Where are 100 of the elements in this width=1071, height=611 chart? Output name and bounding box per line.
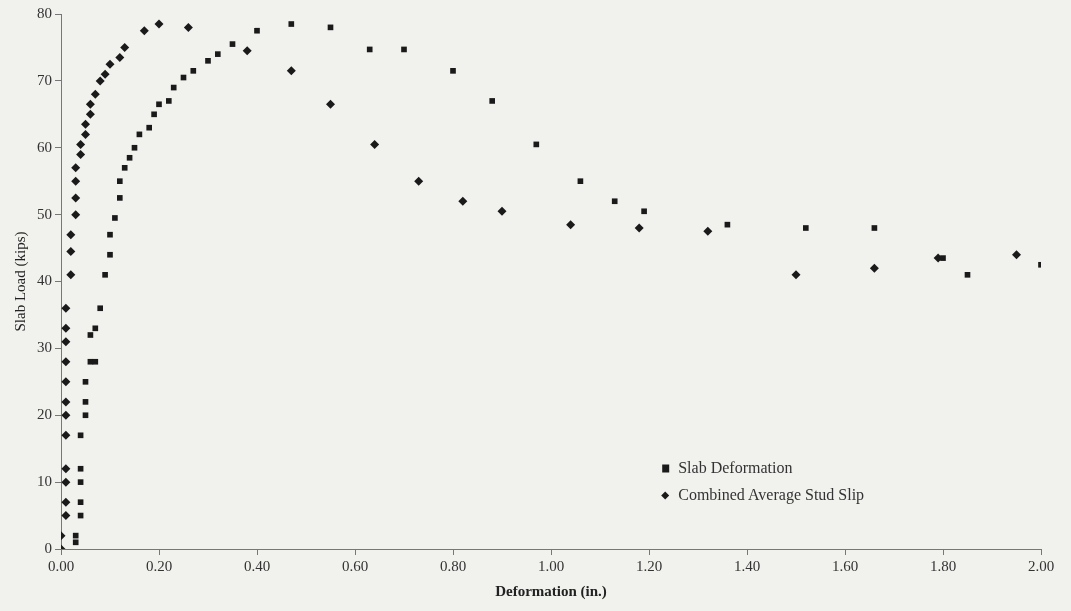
- x-tick-label: 2.00: [1027, 557, 1055, 574]
- x-tick-label: 0.40: [243, 557, 271, 574]
- point: [81, 119, 90, 129]
- point: [66, 230, 76, 240]
- point: [61, 497, 71, 507]
- y-tick-label: 50: [37, 205, 52, 222]
- point: [76, 149, 86, 159]
- x-tick-label: 1.00: [537, 557, 565, 574]
- point: [190, 68, 197, 74]
- point: [139, 26, 149, 36]
- point: [107, 251, 113, 258]
- x-tick-label: 0.80: [439, 557, 467, 574]
- y-tick-label: 30: [37, 339, 52, 356]
- point: [458, 196, 468, 206]
- point: [102, 271, 108, 278]
- point: [489, 98, 496, 104]
- y-tick-label: 70: [37, 71, 52, 88]
- point: [71, 210, 81, 220]
- point: [77, 432, 84, 439]
- point: [940, 255, 946, 261]
- point: [703, 226, 713, 236]
- point: [126, 154, 133, 161]
- point: [791, 270, 801, 280]
- point: [61, 410, 71, 420]
- point: [61, 477, 71, 487]
- x-tick-label: 0.20: [145, 557, 173, 574]
- point: [964, 271, 971, 278]
- y-tick-label: 60: [37, 138, 52, 155]
- point: [71, 176, 81, 186]
- point: [370, 139, 380, 149]
- point: [121, 164, 128, 171]
- point: [869, 263, 879, 273]
- point: [82, 399, 89, 405]
- point: [81, 129, 90, 139]
- point: [165, 98, 172, 104]
- point: [61, 464, 71, 474]
- point: [254, 27, 260, 34]
- point: [641, 208, 647, 215]
- point: [151, 111, 157, 118]
- point: [76, 139, 86, 149]
- point: [802, 225, 809, 231]
- point: [366, 46, 373, 53]
- point: [85, 99, 95, 109]
- point: [170, 84, 177, 91]
- y-tick-label: 80: [37, 4, 52, 21]
- point: [72, 532, 79, 539]
- point: [71, 163, 81, 173]
- point: [414, 176, 424, 186]
- point: [112, 215, 118, 221]
- point: [66, 270, 76, 280]
- x-tick-label: 1.80: [929, 557, 957, 574]
- point: [100, 69, 110, 79]
- point: [116, 178, 123, 185]
- point: [205, 57, 211, 64]
- point: [82, 412, 89, 419]
- point: [156, 101, 162, 108]
- point: [77, 465, 84, 472]
- point: [401, 46, 407, 53]
- y-tick-label: 10: [37, 473, 52, 490]
- point: [72, 539, 79, 546]
- y-axis-title: Slab Load (kips): [11, 231, 29, 332]
- point: [286, 66, 296, 76]
- point: [61, 397, 71, 407]
- point: [77, 479, 84, 485]
- point: [634, 223, 644, 233]
- point: [288, 21, 295, 27]
- point: [611, 198, 618, 205]
- point: [107, 231, 113, 238]
- x-axis-title: Deformation (in.): [495, 582, 607, 600]
- point: [61, 511, 71, 521]
- point: [61, 303, 71, 313]
- point: [71, 193, 81, 203]
- point: [183, 22, 193, 32]
- point: [120, 42, 130, 52]
- point: [116, 195, 123, 201]
- point: [871, 225, 878, 231]
- x-tick-label: 1.60: [831, 557, 859, 574]
- point: [92, 358, 99, 365]
- point: [497, 206, 507, 216]
- point: [82, 378, 89, 385]
- y-tick-label: 40: [37, 272, 52, 289]
- point: [61, 323, 71, 333]
- point: [131, 144, 138, 151]
- x-tick-label: 1.20: [635, 557, 663, 574]
- point: [566, 220, 576, 230]
- point: [61, 337, 71, 347]
- point: [87, 332, 94, 338]
- point: [85, 109, 95, 119]
- point: [61, 430, 71, 440]
- point: [229, 41, 236, 47]
- point: [1012, 250, 1021, 260]
- point: [154, 19, 164, 29]
- point: [115, 52, 125, 62]
- point: [577, 178, 584, 185]
- point: [450, 68, 456, 74]
- point: [242, 46, 252, 56]
- point: [66, 246, 76, 256]
- point: [92, 325, 99, 332]
- point: [97, 305, 104, 312]
- x-tick-label: 1.40: [733, 557, 761, 574]
